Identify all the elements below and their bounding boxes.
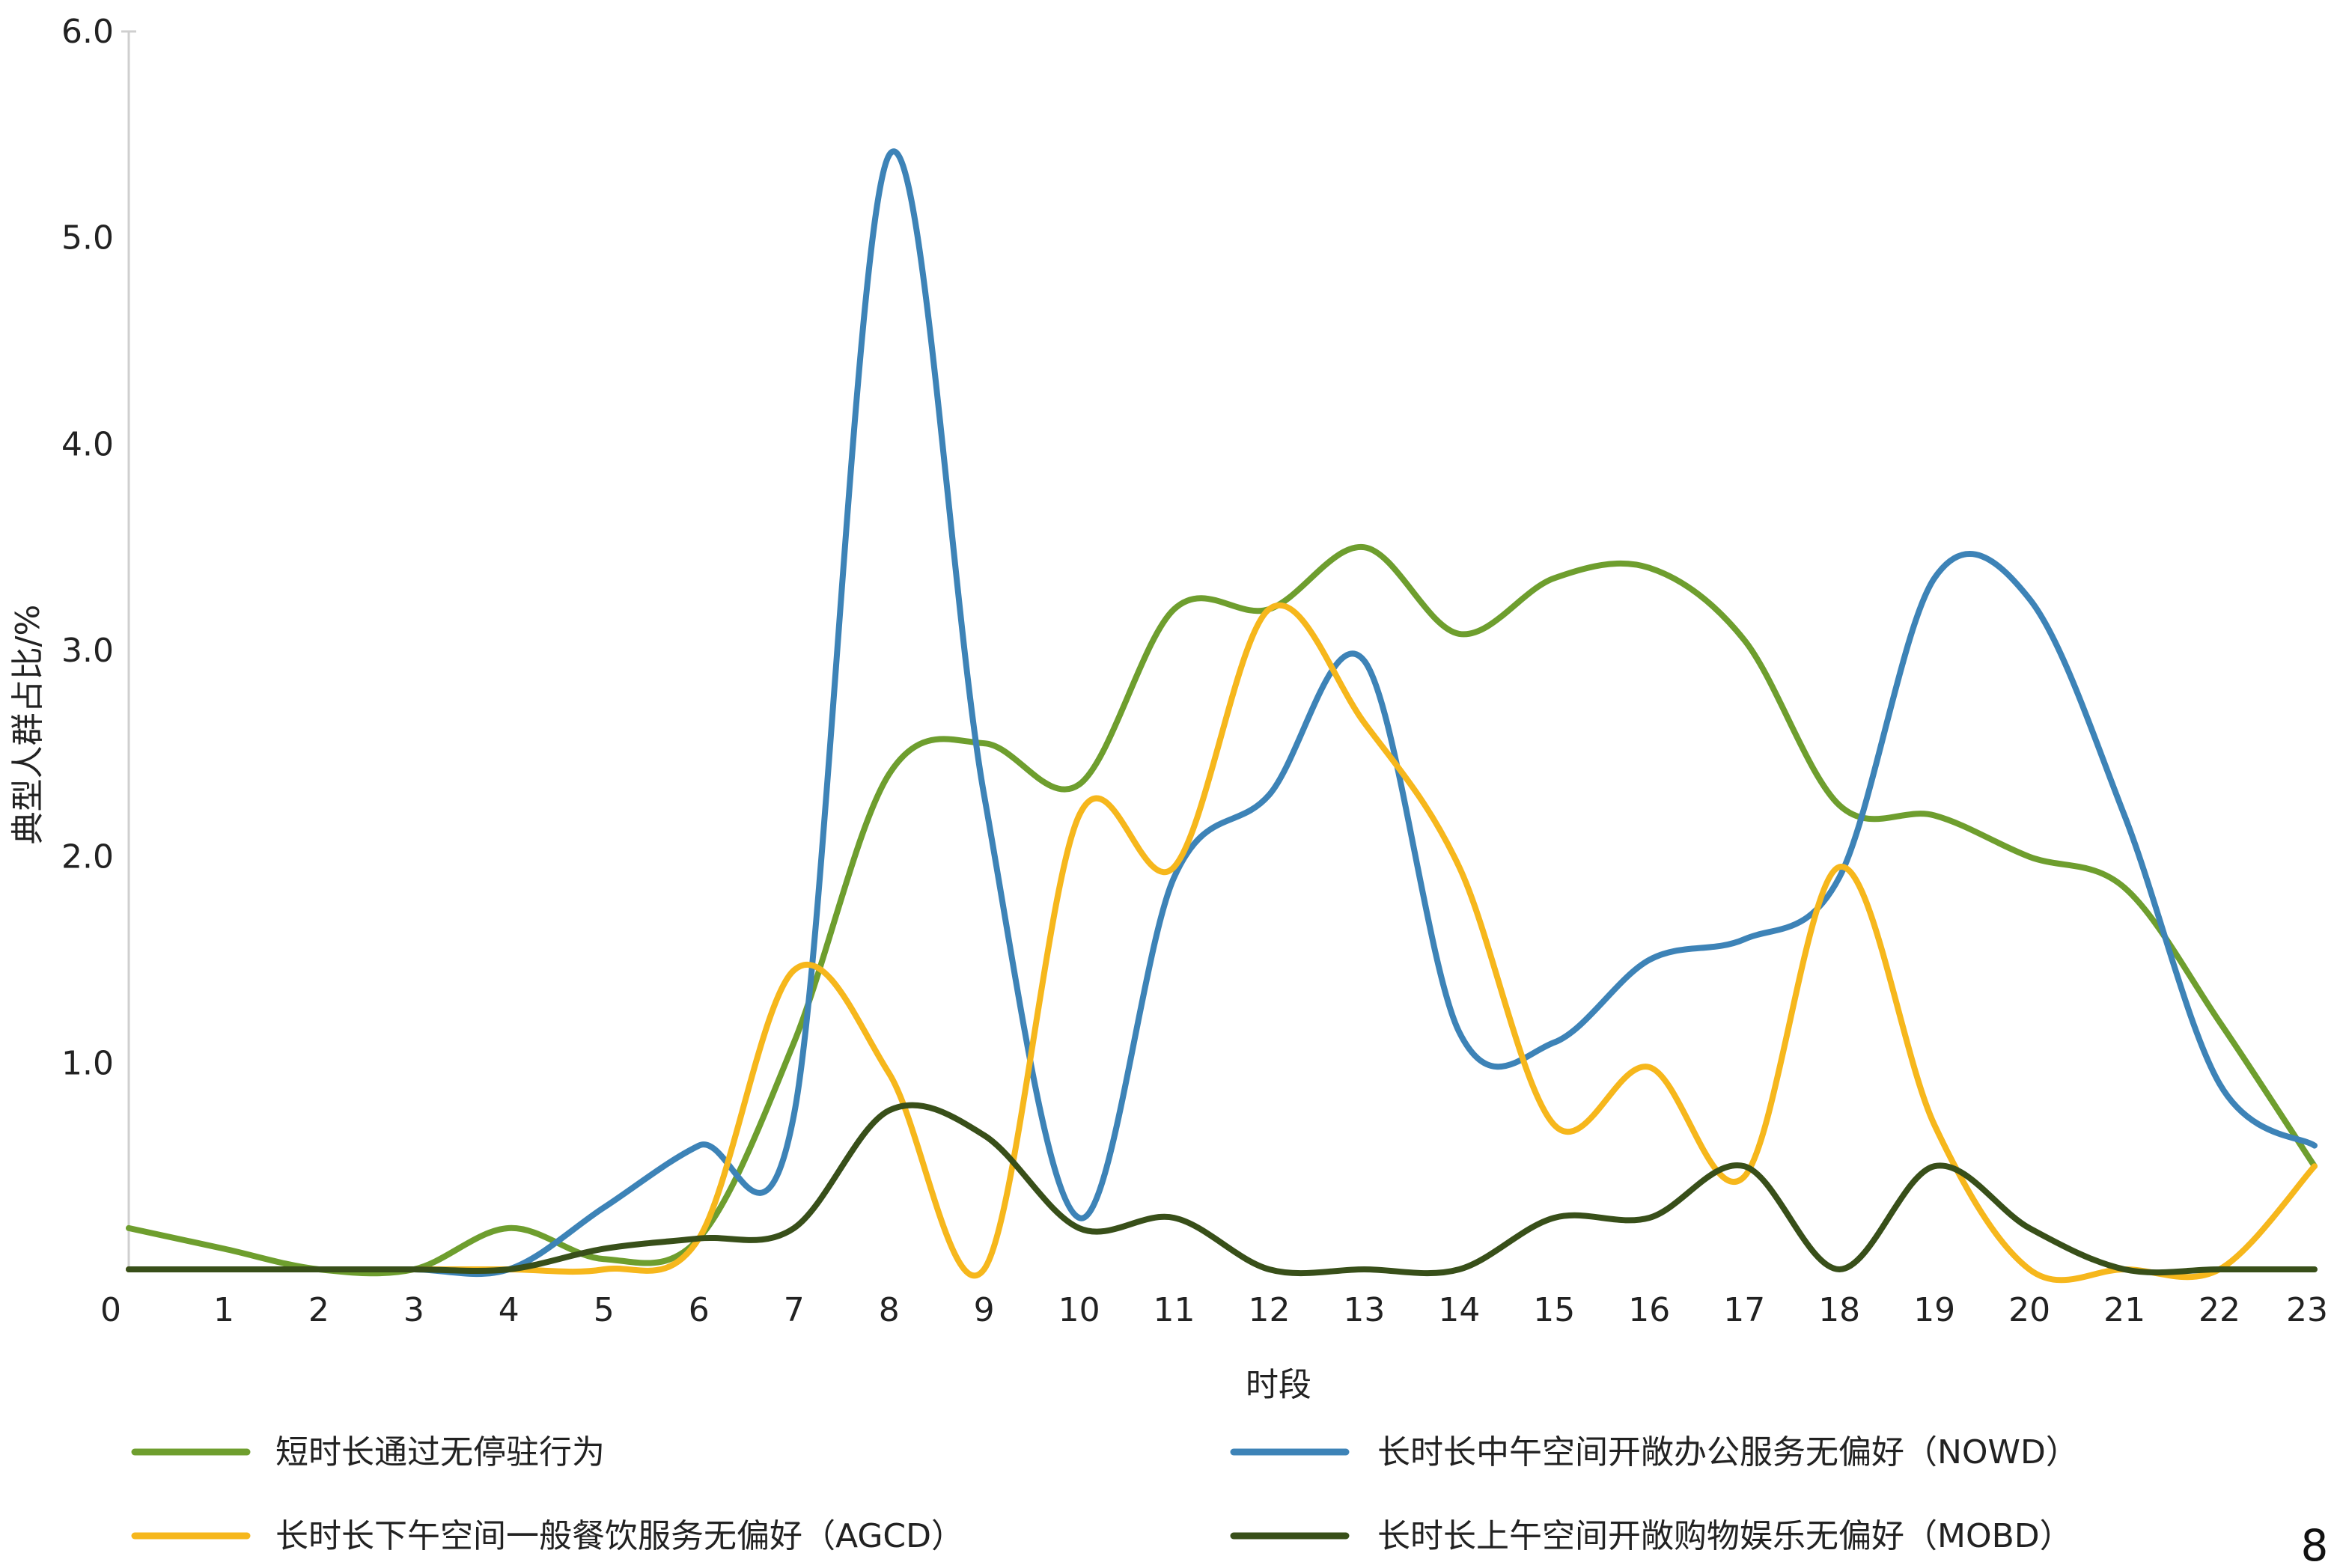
y-tick-label: 1.0	[61, 1044, 114, 1082]
x-tick-label: 10	[1058, 1291, 1100, 1329]
x-tick-label: 6	[689, 1291, 710, 1329]
legend-label: 长时长上午空间开敞购物娱乐无偏好（MOBD）	[1377, 1517, 2073, 1555]
x-tick-label: 17	[1723, 1291, 1765, 1329]
series-line-4	[126, 1102, 2318, 1277]
legend-item: 短时长通过无停驻行为	[131, 1433, 605, 1471]
series-layer	[126, 148, 2318, 1284]
series-line-1	[126, 544, 2318, 1277]
x-tick-label: 1	[213, 1291, 234, 1329]
x-tick-label: 19	[1913, 1291, 1955, 1329]
legend-label: 长时长下午空间一般餐饮服务无偏好（AGCD）	[275, 1517, 964, 1555]
x-tick-label: 15	[1533, 1291, 1575, 1329]
x-tick-label: 8	[879, 1291, 900, 1329]
x-tick-label: 2	[308, 1291, 329, 1329]
x-tick-label: 13	[1343, 1291, 1385, 1329]
axes	[121, 30, 136, 1269]
x-tick-label: 14	[1438, 1291, 1480, 1329]
x-tick-label: 20	[2008, 1291, 2050, 1329]
legend-label: 长时长中午空间开敞办公服务无偏好（NOWD）	[1377, 1433, 2079, 1471]
y-tick-label: 4.0	[61, 425, 114, 463]
y-tick-labels: 1.0 2.0 3.0 4.0 5.0 6.0	[61, 13, 114, 1082]
x-tick-label: 7	[784, 1291, 805, 1329]
x-tick-label: 5	[594, 1291, 615, 1329]
y-tick-label: 2.0	[61, 838, 114, 876]
x-tick-label: 4	[499, 1291, 519, 1329]
x-tick-label: 12	[1249, 1291, 1291, 1329]
x-tick-label: 18	[1818, 1291, 1860, 1329]
x-tick-label: 21	[2103, 1291, 2145, 1329]
legend-item: 长时长上午空间开敞购物娱乐无偏好（MOBD）	[1230, 1517, 2073, 1555]
x-tick-label: 11	[1154, 1291, 1195, 1329]
x-tick-label: 3	[403, 1291, 424, 1329]
x-tick-labels: 0 1 2 3 4 5 6 7 8 9 10 11 12 13 14 15 16 17 18 19 20 21 22 23	[100, 1291, 2328, 1329]
y-axis-title: 典型人群占比/%	[9, 605, 47, 845]
series-line-3	[126, 602, 2318, 1284]
x-tick-label: 16	[1628, 1291, 1670, 1329]
legend-item: 长时长下午空间一般餐饮服务无偏好（AGCD）	[131, 1517, 964, 1555]
x-tick-label: 0	[100, 1291, 121, 1329]
y-tick-label: 5.0	[61, 219, 114, 257]
legend-item: 长时长中午空间开敞办公服务无偏好（NOWD）	[1230, 1433, 2079, 1471]
x-tick-label: 22	[2199, 1291, 2240, 1329]
series-line-2	[126, 148, 2318, 1278]
page-number: 8	[2301, 1520, 2329, 1568]
legend: 短时长通过无停驻行为 长时长中午空间开敞办公服务无偏好（NOWD） 长时长下午空间一…	[131, 1433, 2079, 1555]
x-tick-label: 9	[974, 1291, 995, 1329]
y-tick-label: 3.0	[61, 632, 114, 670]
y-tick-label: 6.0	[61, 13, 114, 51]
x-axis-title: 时段	[1246, 1366, 1311, 1404]
legend-label: 短时长通过无停驻行为	[275, 1433, 605, 1471]
x-tick-label: 23	[2286, 1291, 2328, 1329]
